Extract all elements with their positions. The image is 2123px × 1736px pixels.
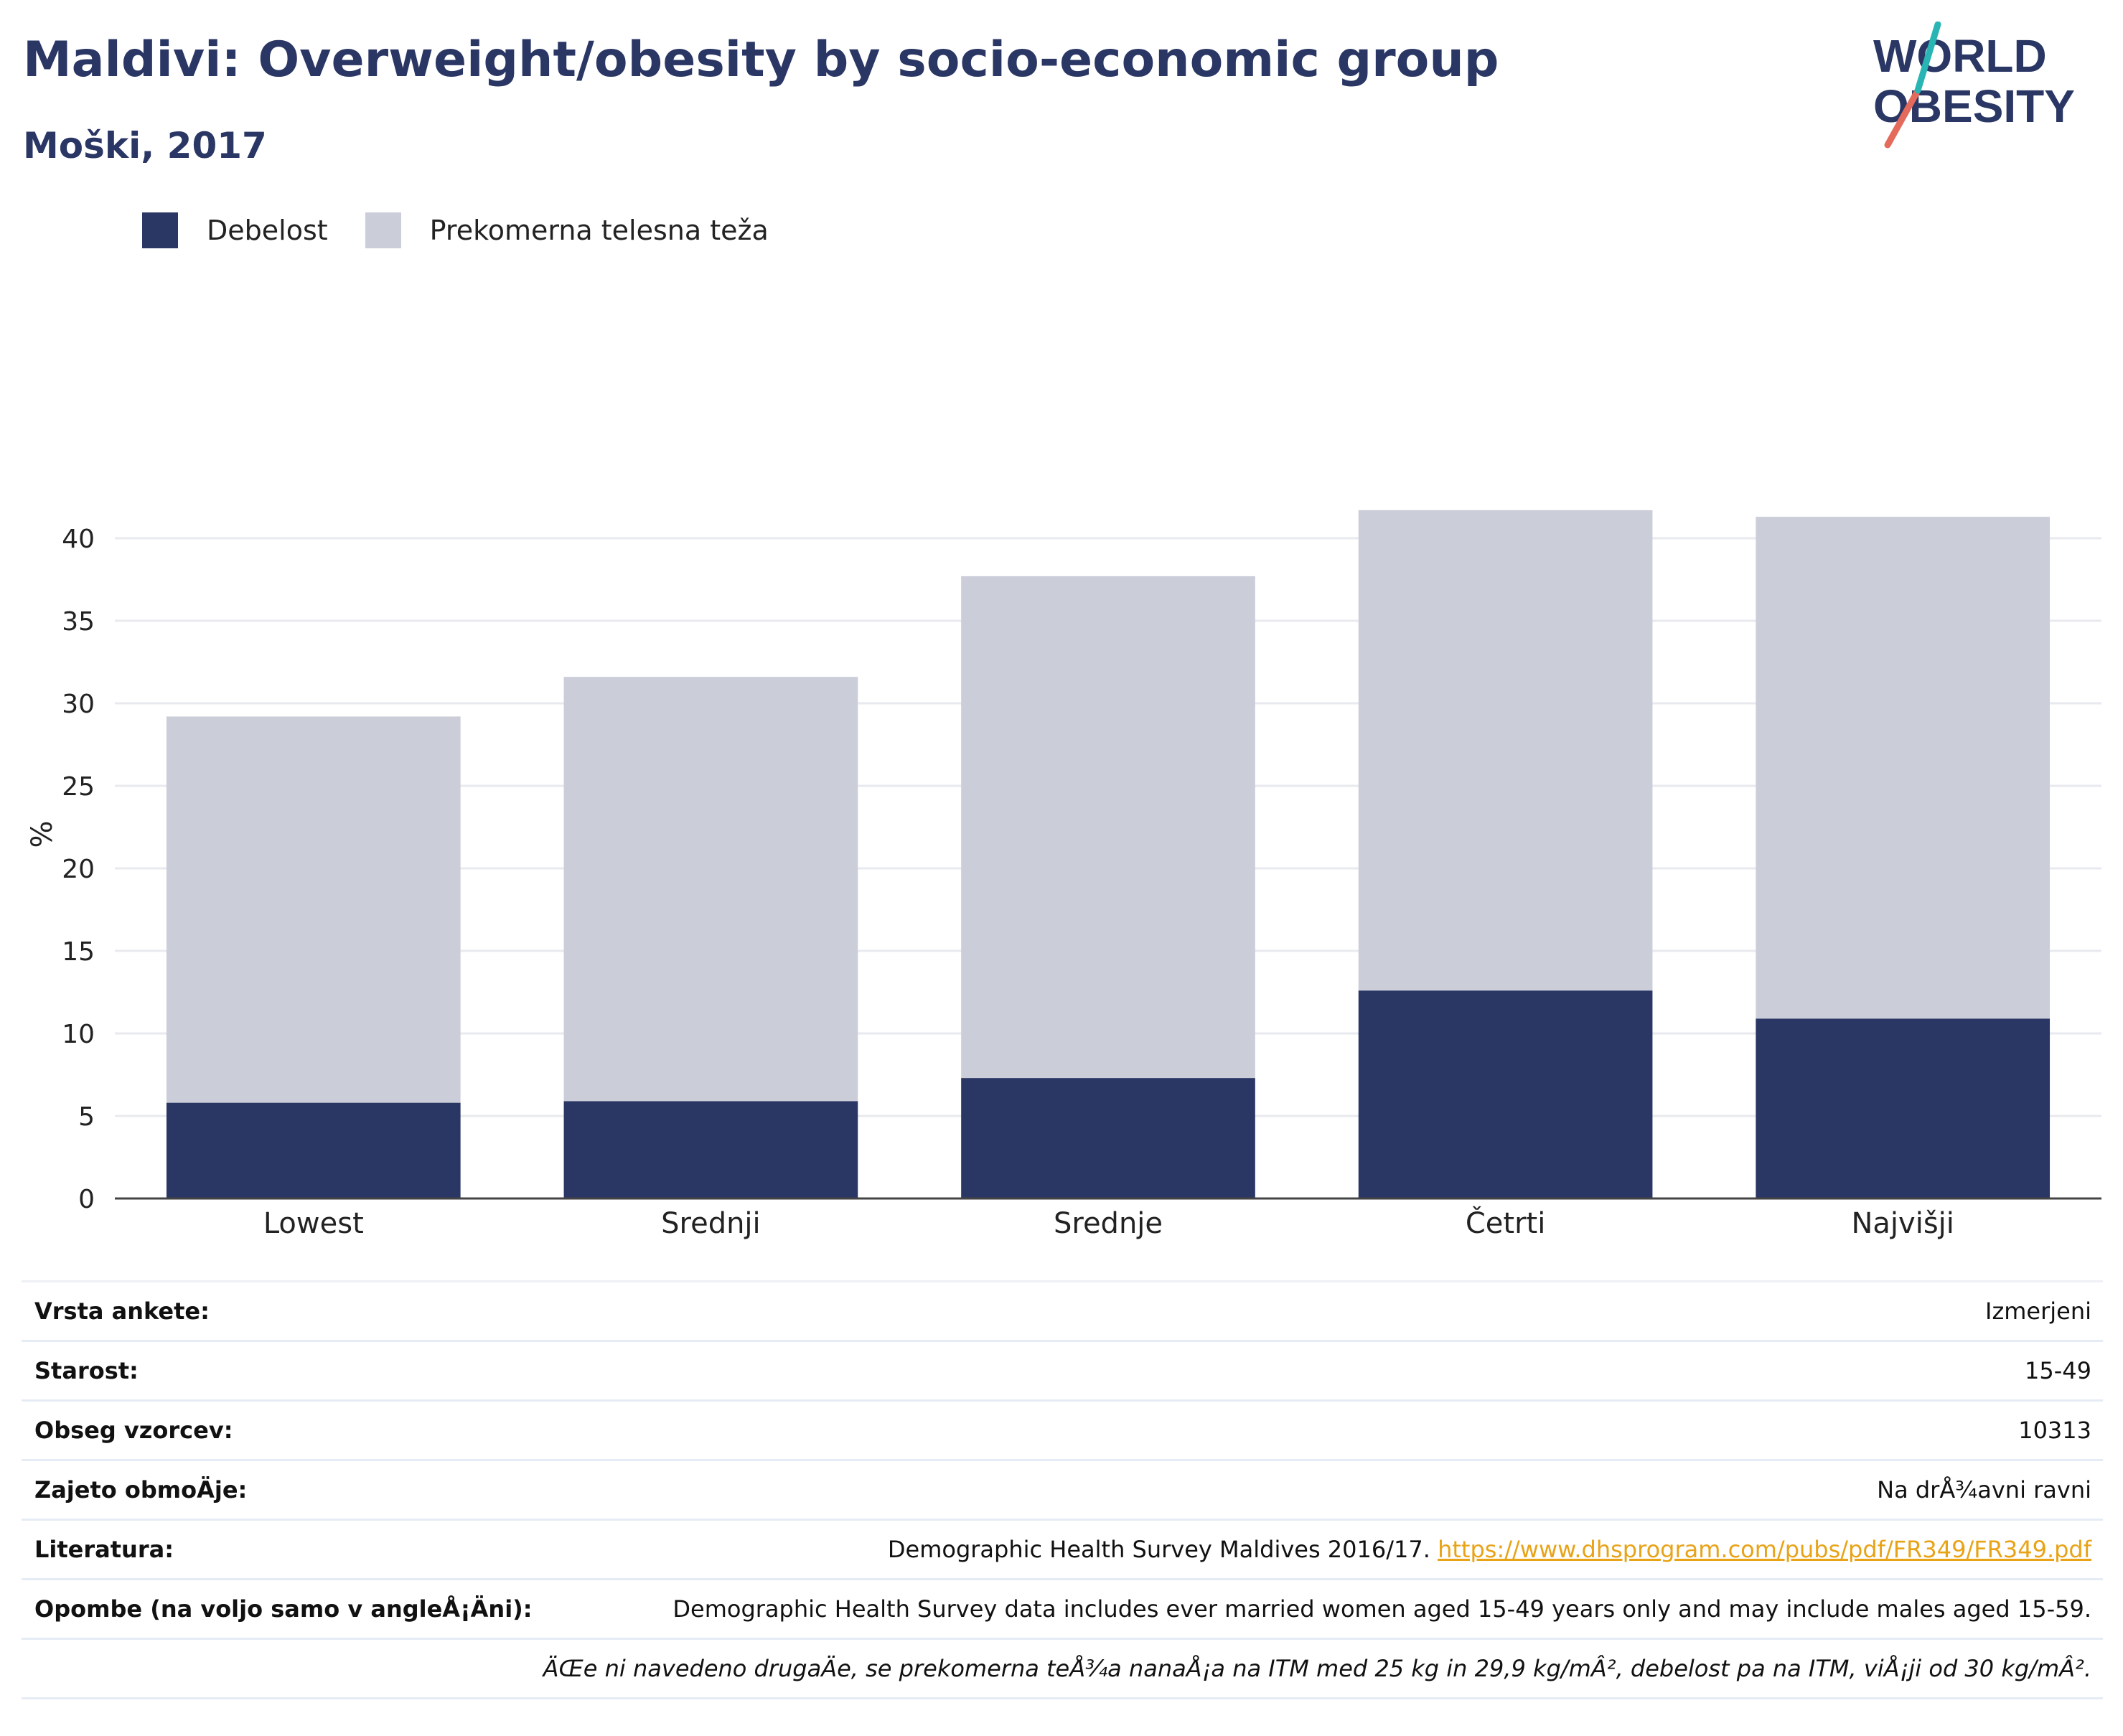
literature-link[interactable]: https://www.dhsprogram.com/pubs/pdf/FR34… [1438,1536,2091,1563]
bar-overweight [166,716,461,1103]
bar-overweight [1756,517,2051,1019]
footnote-text: ÄŒe ni navedeno drugaÄe, se prekomerna t… [543,1655,2091,1682]
info-label: Vrsta ankete: [34,1298,210,1325]
bar-overweight [1358,510,1653,991]
y-tick-label: 0 [78,1185,95,1214]
info-value: 15-49 [2025,1357,2091,1384]
legend-swatch-obesity [142,212,178,248]
info-row-survey-type: Vrsta ankete: Izmerjeni [22,1282,2103,1342]
bar-overweight [563,677,858,1102]
info-label: Starost: [34,1357,139,1384]
page-title: Maldivi: Overweight/obesity by socio-eco… [23,32,1499,88]
legend-label-overweight: Prekomerna telesna teža [429,215,769,246]
page-subtitle: Moški, 2017 [23,125,267,166]
bar-obesity [166,1102,461,1198]
bar-obesity [961,1078,1255,1198]
bar-overweight [961,576,1255,1079]
info-value: Demographic Health Survey data includes … [672,1595,2091,1623]
info-value: Izmerjeni [1985,1298,2091,1325]
legend-swatch-overweight [365,212,401,248]
y-axis-label: % [26,820,59,848]
y-tick-label: 5 [78,1102,95,1132]
logo-line2: OBESITY [1873,80,2075,132]
y-tick-label: 25 [62,772,95,802]
survey-info-table: Vrsta ankete: Izmerjeni Starost: 15-49 O… [22,1280,2103,1699]
y-tick-label: 40 [62,525,95,554]
y-tick-label: 15 [62,937,95,967]
bar-obesity [1358,990,1653,1198]
x-tick-label: Srednje [1054,1207,1163,1240]
y-tick-label: 35 [62,607,95,637]
x-tick-label: Lowest [263,1207,364,1240]
chart-legend: Debelost Prekomerna telesna teža [142,212,806,248]
x-tick-label: Srednji [661,1207,761,1240]
stacked-bar-chart: 0 5 10 15 20 25 30 35 40% Lowest Srednji Srednje Čet… [26,510,2101,1240]
legend-label-obesity: Debelost [207,215,328,246]
info-label: Zajeto obmoÄje: [34,1476,248,1503]
info-row-area-covered: Zajeto obmoÄje: Na drÅ¾avni ravni [22,1461,2103,1521]
world-obesity-logo: WORLD OBESITY [1873,22,2075,149]
y-tick-label: 30 [62,690,95,719]
info-value: 10313 [2018,1417,2091,1444]
info-row-notes: Opombe (na voljo samo v angleÅ¡Äni): Dem… [22,1580,2103,1640]
legend-item-obesity[interactable]: Debelost [142,212,328,248]
y-tick-label: 20 [62,855,95,884]
info-label: Opombe (na voljo samo v angleÅ¡Äni): [34,1595,533,1623]
x-tick-label: Četrti [1466,1206,1545,1240]
info-value: Na drÅ¾avni ravni [1877,1476,2091,1503]
bar-obesity [563,1101,858,1198]
logo-line1: WORLD [1873,30,2047,82]
x-tick-label: Najvišji [1851,1207,1954,1240]
literature-text: Demographic Health Survey Maldives 2016/… [887,1536,1438,1563]
info-value: Demographic Health Survey Maldives 2016/… [888,1536,2091,1563]
bar-obesity [1756,1018,2051,1198]
y-tick-label: 10 [62,1020,95,1049]
info-row-sample-size: Obseg vzorcev: 10313 [22,1402,2103,1461]
legend-item-overweight[interactable]: Prekomerna telesna teža [365,212,769,248]
info-row-footnote: ÄŒe ni navedeno drugaÄe, se prekomerna t… [22,1640,2103,1699]
info-row-age: Starost: 15-49 [22,1342,2103,1402]
info-row-literature: Literatura: Demographic Health Survey Ma… [22,1521,2103,1580]
info-label: Literatura: [34,1536,174,1563]
info-label: Obseg vzorcev: [34,1417,233,1444]
